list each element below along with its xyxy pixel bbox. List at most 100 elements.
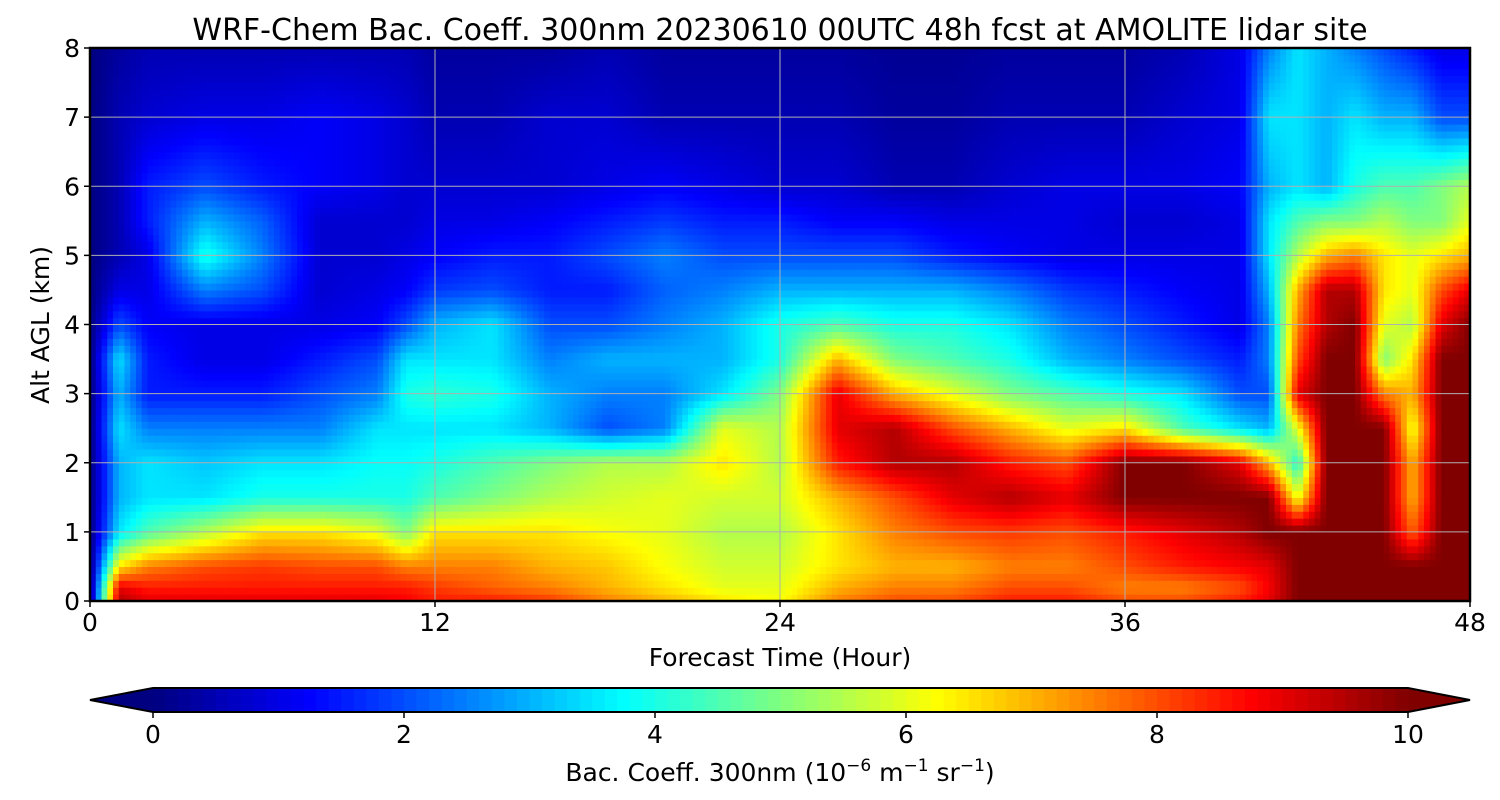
heatmap-cell [1136, 559, 1143, 568]
heatmap-cell [331, 566, 338, 574]
heatmap-cell [1360, 469, 1368, 478]
heatmap-cell [803, 580, 810, 588]
heatmap-cell [251, 483, 258, 491]
heatmap-cell [889, 476, 896, 485]
heatmap-cell [1084, 483, 1092, 491]
heatmap-cell [935, 469, 942, 478]
heatmap-cell [1033, 545, 1040, 554]
heatmap-cell [785, 594, 793, 601]
heatmap-cell [1372, 559, 1379, 568]
heatmap-cell [279, 455, 287, 464]
heatmap-cell [1004, 518, 1011, 526]
heatmap-cell [164, 524, 172, 533]
heatmap-cell [1412, 524, 1419, 533]
heatmap-cell [1458, 594, 1465, 601]
heatmap-cell [147, 538, 154, 547]
heatmap-cell [118, 518, 126, 526]
heatmap-cell [578, 490, 586, 498]
heatmap-cell [1205, 504, 1212, 512]
heatmap-cell [1372, 594, 1379, 601]
heatmap-cell [946, 566, 954, 574]
heatmap-cell [274, 573, 281, 581]
heatmap-cell [452, 490, 459, 498]
heatmap-cell [1096, 469, 1103, 478]
heatmap-cell [498, 504, 505, 512]
heatmap-cell [527, 538, 534, 547]
heatmap-cell [647, 455, 655, 464]
heatmap-cell [808, 580, 816, 588]
heatmap-cell [182, 490, 189, 498]
heatmap-cell [1159, 531, 1166, 540]
heatmap-cell [492, 538, 499, 547]
heatmap-cell [1257, 483, 1264, 491]
heatmap-cell [1113, 587, 1120, 595]
heatmap-cell [164, 455, 172, 464]
heatmap-cell [1142, 587, 1149, 595]
heatmap-cell [1182, 469, 1189, 478]
heatmap-cell [429, 559, 436, 568]
heatmap-cell [573, 594, 580, 601]
heatmap-cell [297, 559, 304, 568]
heatmap-cell [1401, 524, 1408, 533]
heatmap-cell [946, 545, 954, 554]
heatmap-cell [745, 531, 752, 540]
heatmap-cell [860, 545, 867, 554]
heatmap-cell [1349, 552, 1356, 561]
heatmap-cell [302, 566, 310, 574]
heatmap-cell [199, 594, 206, 601]
heatmap-cell [141, 455, 149, 464]
heatmap-cell [1165, 490, 1172, 498]
heatmap-cell [279, 566, 287, 574]
heatmap-cell [774, 469, 781, 478]
heatmap-cell [1263, 490, 1270, 498]
heatmap-cell [952, 518, 959, 526]
heatmap-cell [1205, 455, 1212, 464]
heatmap-cell [774, 504, 781, 512]
heatmap-cell [1211, 559, 1218, 568]
heatmap-cell [1406, 587, 1414, 595]
heatmap-cell [308, 552, 315, 561]
heatmap-cell [389, 524, 396, 533]
heatmap-cell [1010, 518, 1017, 526]
heatmap-cell [1389, 538, 1396, 547]
heatmap-cell [768, 538, 775, 547]
heatmap-cell [555, 476, 563, 485]
heatmap-cell [958, 455, 965, 464]
heatmap-cell [975, 538, 982, 547]
heatmap-cell [889, 469, 896, 478]
heatmap-cell [912, 580, 919, 588]
heatmap-cell [1130, 524, 1138, 533]
heatmap-cell [417, 594, 425, 601]
heatmap-cell [222, 531, 229, 540]
heatmap-cell [791, 587, 798, 595]
heatmap-cell [371, 559, 379, 568]
heatmap-cell [1389, 524, 1396, 533]
heatmap-cell [1291, 573, 1299, 581]
heatmap-cell [1096, 552, 1103, 561]
heatmap-cell [274, 531, 281, 540]
heatmap-cell [1130, 573, 1138, 581]
heatmap-cell [843, 559, 850, 568]
heatmap-cell [952, 462, 959, 471]
heatmap-cell [1343, 538, 1350, 547]
heatmap-cell [693, 538, 701, 547]
heatmap-cell [1171, 545, 1178, 554]
heatmap-cell [521, 462, 528, 471]
heatmap-cell [320, 545, 327, 554]
heatmap-cell [1337, 511, 1345, 519]
heatmap-cell [785, 497, 793, 505]
heatmap-cell [578, 483, 586, 491]
heatmap-cell [325, 518, 333, 526]
heatmap-cell [1424, 545, 1431, 554]
heatmap-cell [981, 538, 988, 547]
heatmap-cell [831, 497, 839, 505]
heatmap-cell [1033, 511, 1040, 519]
heatmap-cell [987, 497, 994, 505]
heatmap-cell [509, 462, 517, 471]
heatmap-cell [337, 587, 344, 595]
heatmap-cell [498, 580, 505, 588]
heatmap-cell [716, 504, 724, 512]
heatmap-cell [952, 524, 959, 533]
heatmap-cell [1171, 587, 1178, 595]
heatmap-cell [837, 490, 844, 498]
